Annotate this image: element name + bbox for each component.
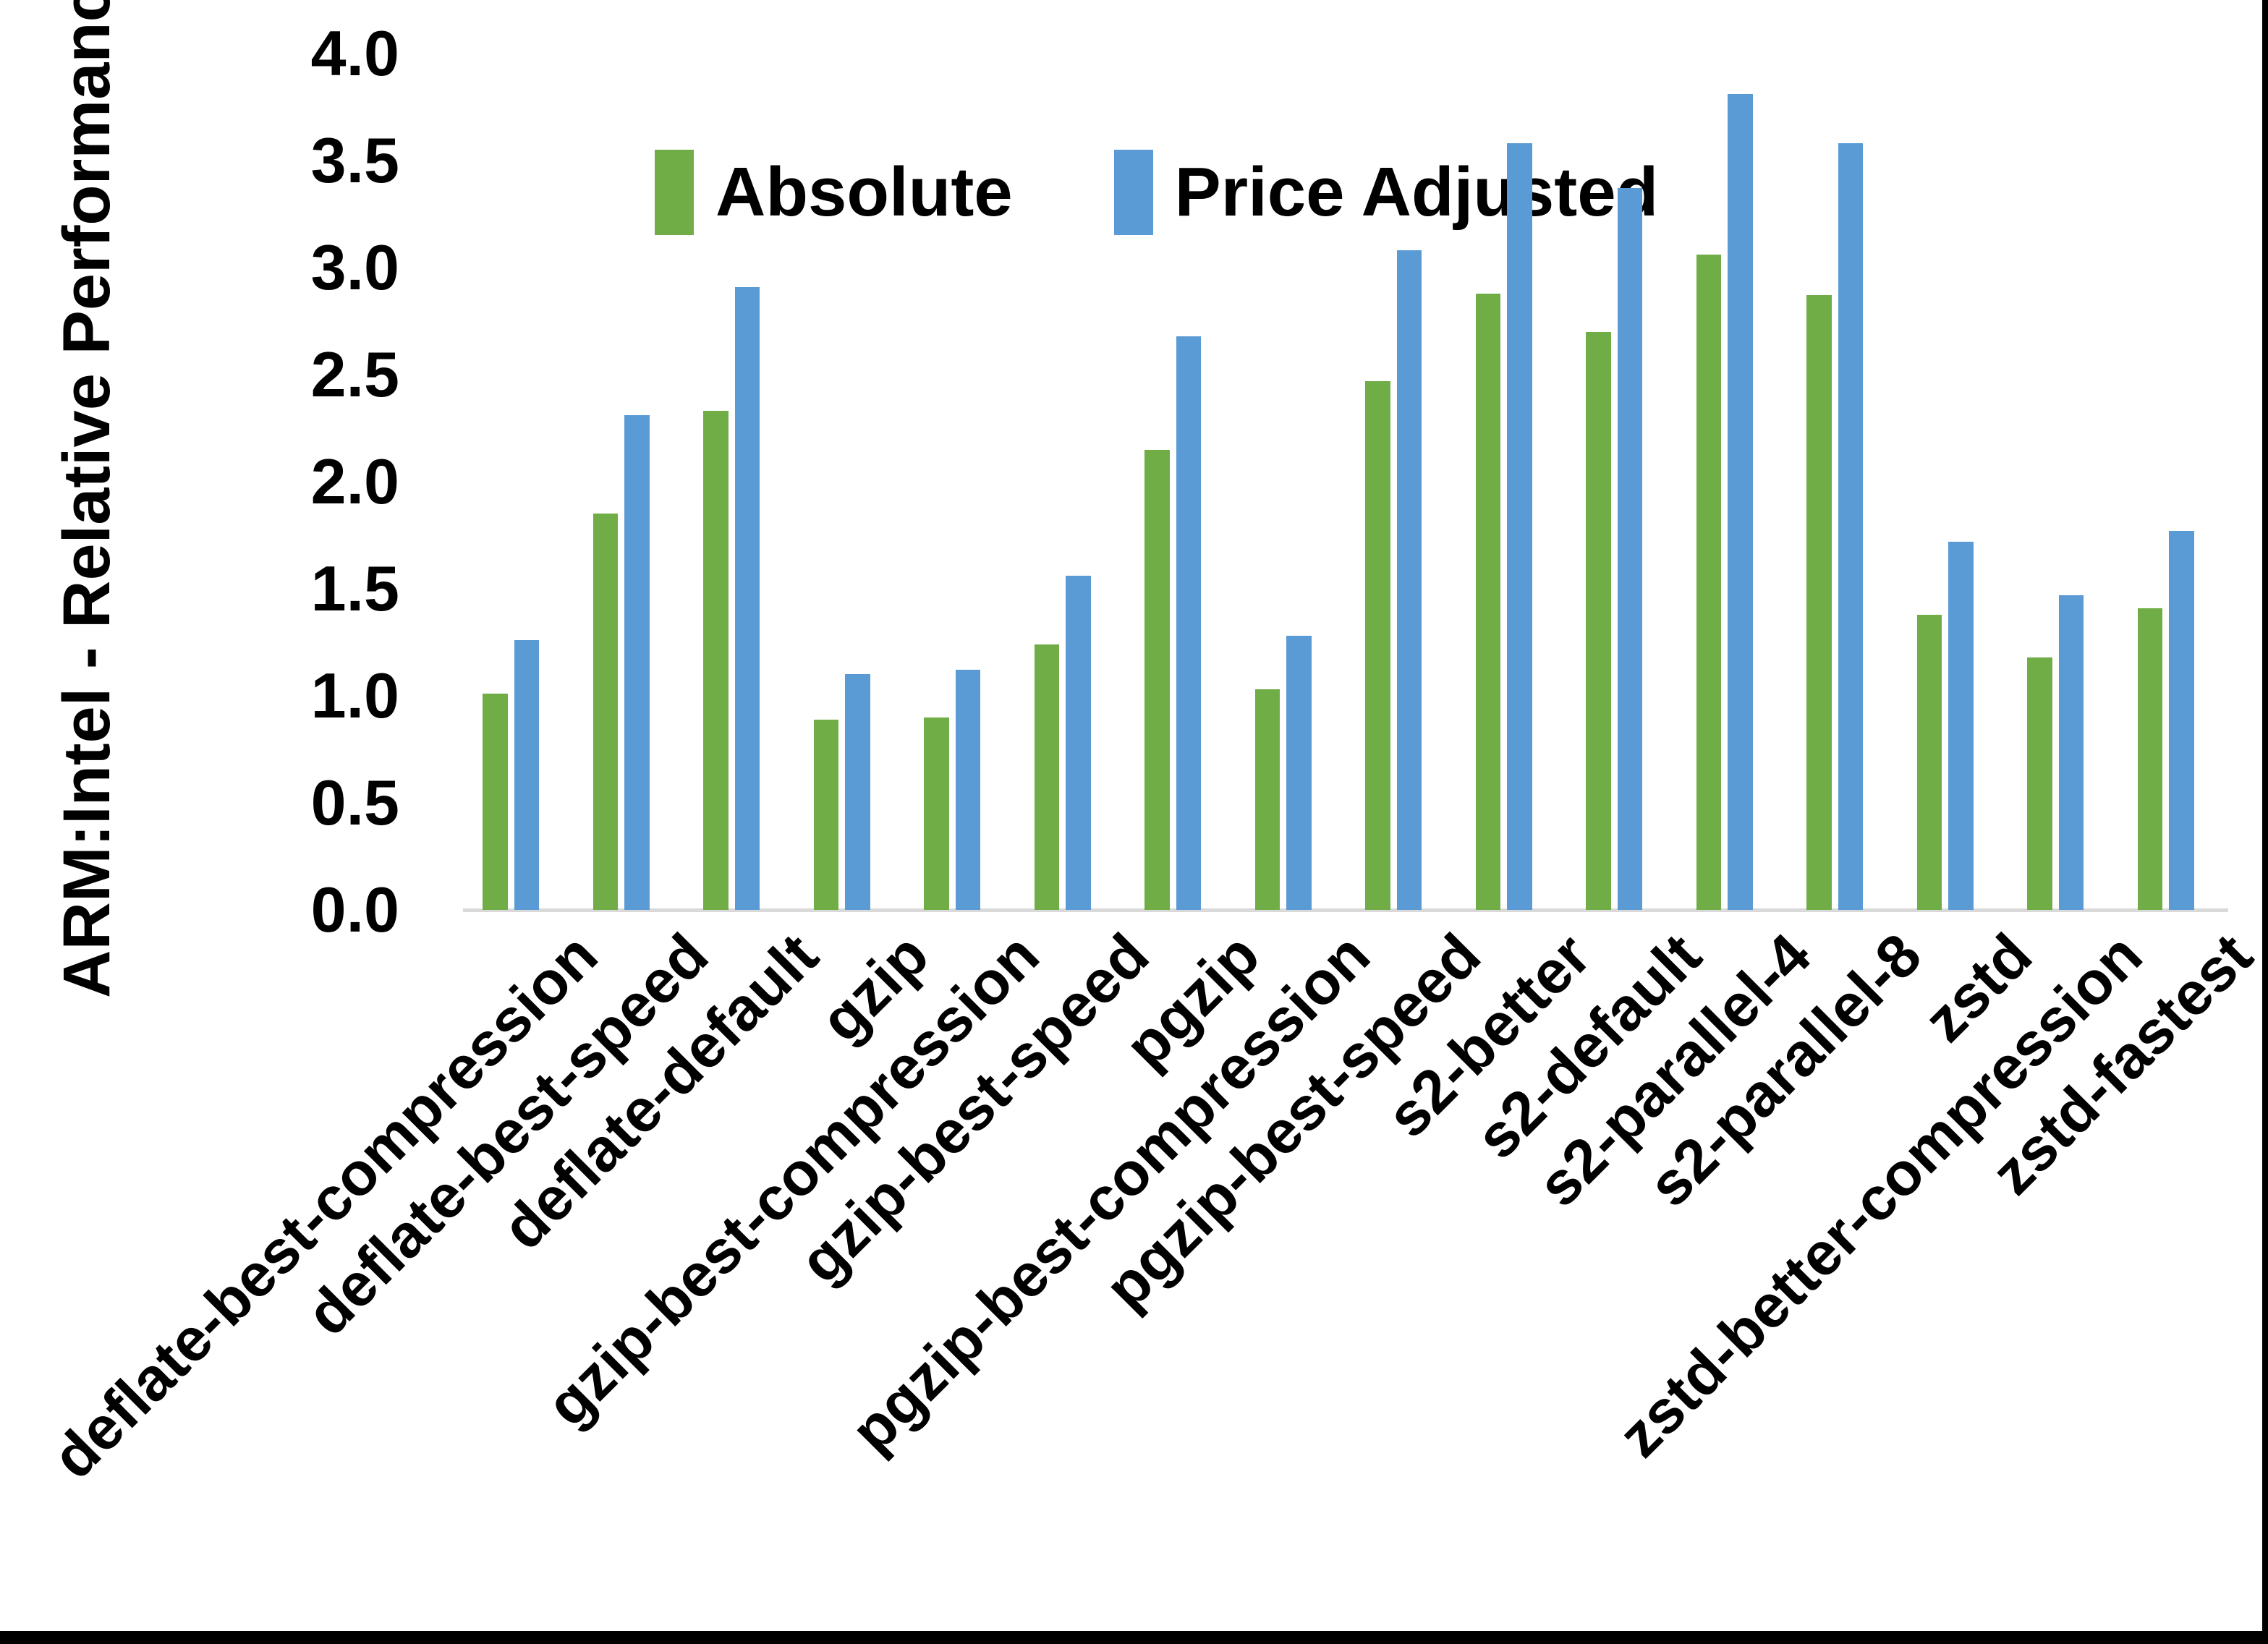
bar-absolute	[483, 694, 508, 910]
window-bottom-border	[0, 1631, 2268, 1644]
bar-price-adjusted	[624, 415, 650, 910]
bar-price-adjusted	[1396, 250, 1422, 910]
bar-price-adjusted	[1728, 94, 1753, 910]
bar-absolute	[813, 719, 838, 910]
legend: Absolute Price Adjusted	[655, 148, 1759, 237]
bar-price-adjusted	[1066, 576, 1091, 910]
bar-price-adjusted	[1176, 336, 1201, 910]
bar-absolute	[1144, 449, 1170, 910]
bar-absolute	[2137, 608, 2162, 910]
bar-price-adjusted	[514, 640, 539, 910]
y-axis-tick-label: 1.0	[310, 660, 399, 731]
y-axis-tick-label: 2.5	[310, 338, 399, 410]
y-axis-tick-label: 0.5	[310, 767, 399, 838]
bar-price-adjusted	[845, 674, 870, 910]
bar-price-adjusted	[1507, 143, 1532, 910]
y-axis-title: ARM:Intel - Relative Performance	[50, 0, 124, 998]
bar-absolute	[1365, 380, 1390, 910]
bar-price-adjusted	[1838, 143, 1863, 910]
bar-price-adjusted	[1286, 636, 1312, 910]
bar-absolute	[1034, 644, 1059, 910]
y-axis-tick-label: 2.0	[310, 446, 399, 517]
y-axis-tick-label: 3.5	[310, 124, 399, 196]
bar-absolute	[703, 411, 729, 910]
legend-item-absolute: Absolute	[655, 150, 1013, 235]
legend-label: Price Adjusted	[1174, 153, 1659, 231]
bar-price-adjusted	[1617, 188, 1642, 910]
bar-absolute	[593, 514, 618, 910]
x-axis-line	[463, 908, 2228, 912]
legend-label: Absolute	[715, 153, 1013, 231]
bar-absolute	[1806, 295, 1832, 910]
legend-swatch-icon	[655, 150, 694, 235]
bar-absolute	[924, 717, 949, 910]
bar-absolute	[1254, 689, 1280, 910]
legend-swatch-icon	[1113, 150, 1153, 235]
y-axis-tick-label: 4.0	[310, 17, 399, 89]
bar-price-adjusted	[1948, 541, 1974, 910]
y-axis-tick-label: 3.0	[310, 231, 399, 303]
bar-absolute	[1475, 293, 1500, 910]
bar-absolute	[1916, 614, 1942, 910]
bar-price-adjusted	[734, 286, 760, 910]
bar-absolute	[1586, 331, 1611, 910]
y-axis-tick-label: 1.5	[310, 553, 399, 624]
bar-price-adjusted	[2169, 531, 2194, 910]
legend-item-price-adjusted: Price Adjusted	[1113, 150, 1659, 235]
window-right-border	[2262, 0, 2268, 1644]
bar-absolute	[2027, 657, 2052, 910]
bar-price-adjusted	[2058, 595, 2084, 910]
y-axis-tick-label: 0.0	[310, 874, 399, 945]
bar-absolute	[1696, 255, 1721, 910]
bar-price-adjusted	[955, 670, 980, 910]
